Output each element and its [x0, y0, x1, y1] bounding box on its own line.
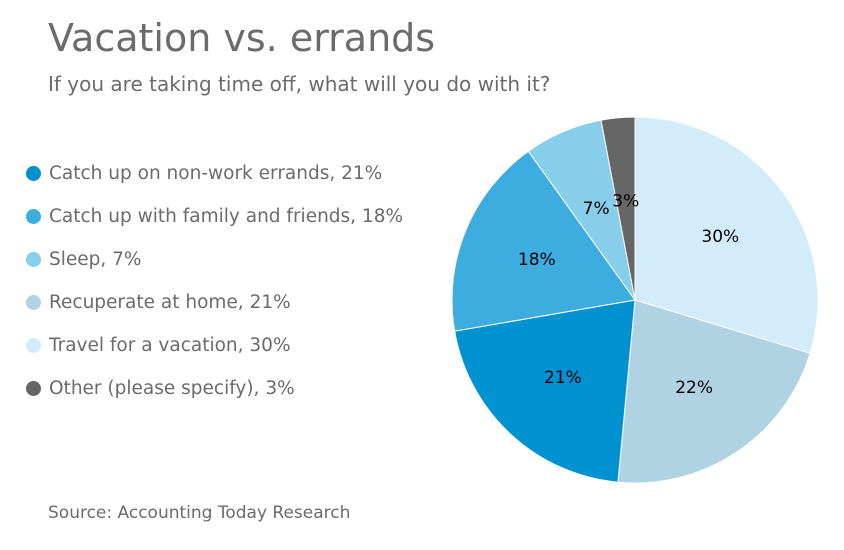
pie-slice	[600, 116, 636, 301]
legend-item: Other (please specify), 3%	[26, 367, 403, 410]
slice-data-label: 21%	[544, 368, 582, 388]
legend-item: Travel for a vacation, 30%	[26, 324, 403, 367]
pie-slice	[451, 150, 636, 332]
slice-data-label: 30%	[701, 227, 739, 247]
slice-data-label: 18%	[518, 250, 556, 270]
slice-data-label: 7%	[583, 199, 610, 219]
legend-label: Catch up on non-work errands, 21%	[49, 163, 383, 184]
legend-swatch	[26, 295, 41, 310]
legend-label: Sleep, 7%	[49, 249, 142, 270]
legend-label: Other (please specify), 3%	[49, 378, 295, 399]
legend-swatch	[26, 338, 41, 353]
slice-data-label: 22%	[675, 378, 713, 398]
pie-chart: 30% 22% 21% 18% 7% 3%	[451, 116, 819, 484]
legend-label: Recuperate at home, 21%	[49, 292, 291, 313]
pie-slice	[634, 116, 819, 354]
chart-subtitle: If you are taking time off, what will yo…	[48, 72, 551, 96]
pie-slice	[617, 299, 811, 484]
legend-item: Sleep, 7%	[26, 238, 403, 281]
slice-data-label: 3%	[612, 192, 639, 212]
source-note: Source: Accounting Today Research	[48, 503, 351, 523]
legend-swatch	[26, 209, 41, 224]
chart-title: Vacation vs. errands	[48, 16, 436, 60]
legend-item: Catch up with family and friends, 18%	[26, 195, 403, 238]
chart-legend: Catch up on non-work errands, 21% Catch u…	[26, 152, 403, 410]
legend-item: Recuperate at home, 21%	[26, 281, 403, 324]
legend-swatch	[26, 166, 41, 181]
legend-swatch	[26, 252, 41, 267]
legend-label: Catch up with family and friends, 18%	[49, 206, 404, 227]
pie-slice	[454, 299, 636, 483]
legend-label: Travel for a vacation, 30%	[49, 335, 291, 356]
legend-swatch	[26, 381, 41, 396]
legend-item: Catch up on non-work errands, 21%	[26, 152, 403, 195]
